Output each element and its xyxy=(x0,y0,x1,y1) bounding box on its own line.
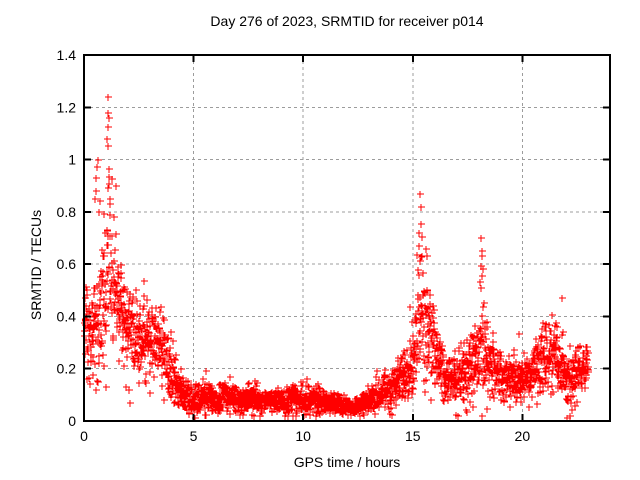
y-tick-label: 0.2 xyxy=(57,361,77,377)
y-tick-label: 1 xyxy=(68,152,76,168)
x-tick-label: 10 xyxy=(295,428,311,444)
x-tick-label: 20 xyxy=(515,428,531,444)
y-tick-label: 0.8 xyxy=(57,204,77,220)
x-axis-title: GPS time / hours xyxy=(293,454,401,470)
y-tick-label: 0 xyxy=(68,413,76,429)
data-points xyxy=(81,94,592,422)
x-tick-label: 5 xyxy=(190,428,198,444)
chart-title: Day 276 of 2023, SRMTID for receiver p01… xyxy=(210,13,484,29)
y-tick-label: 1.4 xyxy=(57,47,77,63)
y-tick-label: 0.4 xyxy=(57,308,77,324)
x-tick-label: 0 xyxy=(80,428,88,444)
y-tick-label: 1.2 xyxy=(57,99,77,115)
x-tick-label: 15 xyxy=(405,428,421,444)
y-tick-label: 0.6 xyxy=(57,256,77,272)
plot-border xyxy=(83,54,611,422)
